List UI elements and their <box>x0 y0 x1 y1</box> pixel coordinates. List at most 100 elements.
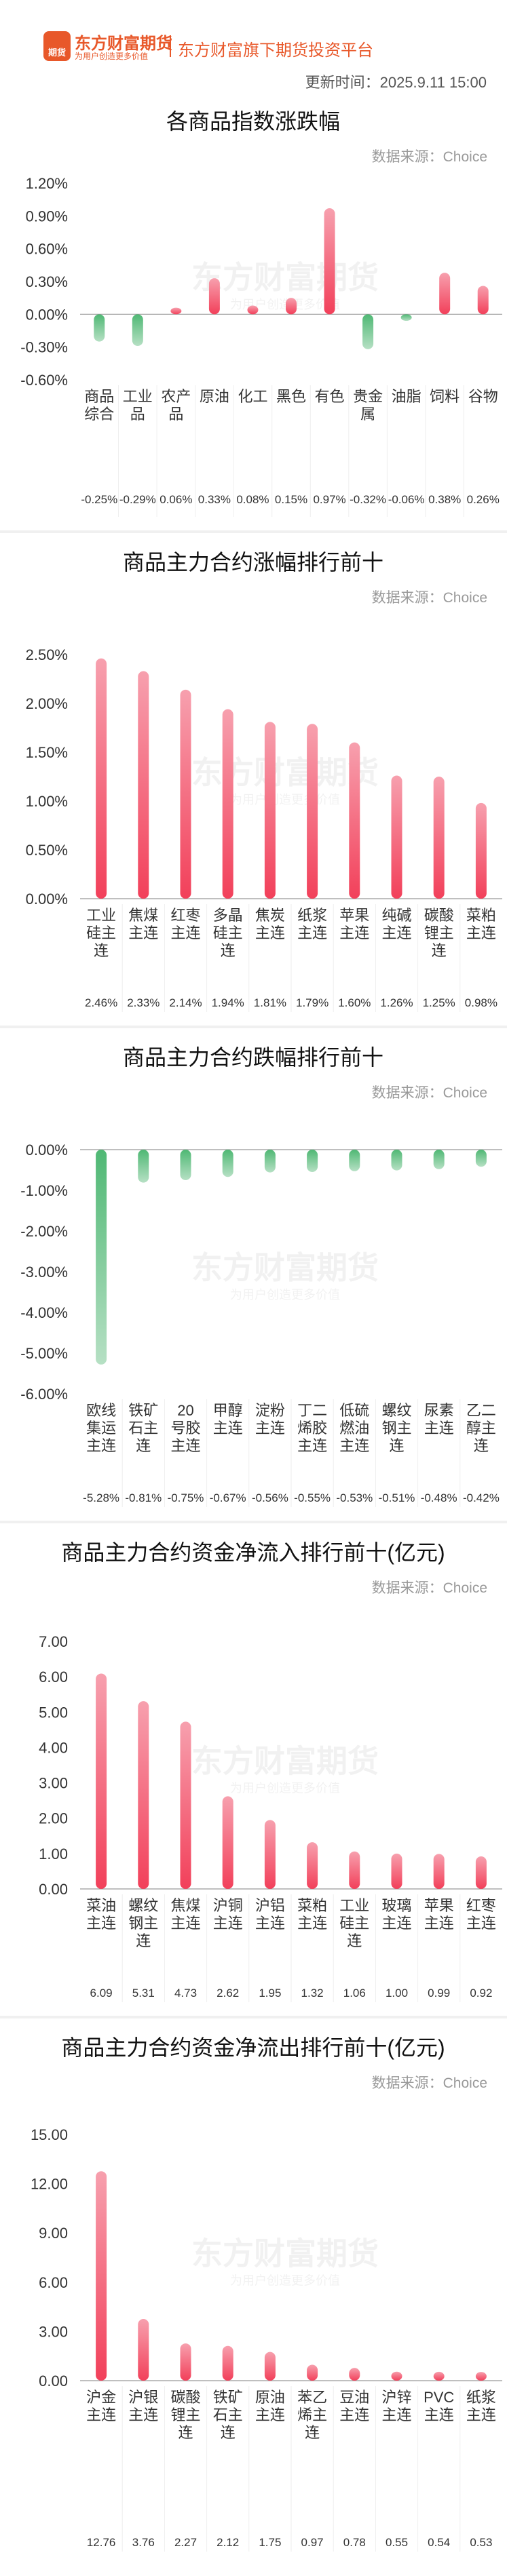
bar-铁矿石主连 <box>222 2345 233 2381</box>
category-label: 丁二烯胶主连 <box>297 1402 327 1454</box>
y-tick-label: 0.00% <box>26 306 68 323</box>
bar-铁矿石主连 <box>138 1150 149 1183</box>
y-tick-label: 0.00 <box>39 1881 68 1898</box>
y-tick-label: 0.90% <box>26 208 68 225</box>
chart-source: 数据来源：Choice <box>372 1580 487 1596</box>
chart-svg-inflow: 商品主力合约资金净流入排行前十(亿元) 数据来源：Choice 东方财富期货为用户创… <box>39 1540 502 2002</box>
bar-红枣主连 <box>180 689 191 899</box>
y-tick-label: 2.50% <box>26 646 68 663</box>
category-label: 工业品 <box>123 388 153 423</box>
chart-title: 各商品指数涨跌幅 <box>166 109 340 134</box>
bar-贵金属 <box>362 314 374 349</box>
value-label: 0.78 <box>343 2536 366 2549</box>
value-label: 12.76 <box>87 2536 116 2549</box>
value-label: 0.06% <box>159 493 192 506</box>
bar-焦炭主连 <box>264 722 276 899</box>
category-label: 尿素主连 <box>424 1402 454 1437</box>
y-tick-label: 15.00 <box>31 2126 68 2143</box>
category-label: 碳酸锂主连 <box>424 907 454 959</box>
value-label: 0.54 <box>428 2536 450 2549</box>
value-label: 0.33% <box>198 493 231 506</box>
value-label: 0.26% <box>467 493 500 506</box>
category-label: 低硫燃油主连 <box>339 1402 369 1454</box>
y-tick-label: 3.00 <box>39 1775 68 1792</box>
y-tick-label: 12.00 <box>31 2176 68 2193</box>
y-tick-label: 1.00 <box>39 1846 68 1862</box>
watermark: 东方财富期货 <box>191 2237 379 2271</box>
chart-svg-gainers: 商品主力合约涨幅排行前十数据来源：Choice东方财富期货为用户创造更多价值2.… <box>26 550 502 1012</box>
value-label: 0.15% <box>275 493 307 506</box>
value-label: -0.56% <box>252 1491 288 1504</box>
platform-name: 东方财富旗下期货投资平台 <box>178 41 373 60</box>
y-tick-label: 3.00 <box>39 2323 68 2340</box>
value-label: -0.67% <box>210 1491 246 1504</box>
bar-欧线集运主连 <box>96 1150 107 1365</box>
category-label: 铁矿石主连 <box>213 2389 243 2441</box>
bar-工业硅主连 <box>349 1851 360 1889</box>
y-tick-label: 1.50% <box>26 744 68 761</box>
value-label: 3.76 <box>132 2536 155 2549</box>
bar-螺纹钢主连 <box>138 1701 149 1889</box>
bar-乙二醇主连 <box>475 1150 487 1167</box>
category-label: 商品综合 <box>84 388 114 423</box>
category-label: 螺纹钢主连 <box>128 1897 158 1949</box>
category-label: 纸浆主连 <box>466 2389 496 2423</box>
category-label: 乙二醇主连 <box>466 1402 496 1454</box>
chart-index-change: 各商品指数涨跌幅 数据来源：Choice 东方财富期货 为用户创造更多价值 1.20% 0… <box>0 95 507 529</box>
value-label: 0.98% <box>465 996 497 1009</box>
value-label: 4.73 <box>174 1987 197 1999</box>
bar-豆油主连 <box>349 2368 360 2381</box>
category-label: 农产品 <box>161 388 191 423</box>
chart-source: 数据来源：Choice <box>372 2075 487 2091</box>
value-label: -5.28% <box>83 1491 119 1504</box>
y-tick-label: 2.00% <box>26 695 68 712</box>
chart-losers: 商品主力合约跌幅排行前十 数据来源：Choice 东方财富期货 为用户创造更多价值 0.… <box>0 1031 507 1519</box>
value-label: -0.48% <box>421 1491 457 1504</box>
value-label: 0.08% <box>236 493 269 506</box>
y-tick-label: 6.00 <box>39 2274 68 2291</box>
y-tick-label: 0.00 <box>39 2373 68 2389</box>
y-tick-label: 0.00% <box>26 891 68 908</box>
value-label: -0.55% <box>294 1491 331 1504</box>
bar-苹果主连 <box>433 1854 445 1889</box>
bar-纯碱主连 <box>391 775 402 899</box>
bar-原油主连 <box>264 2351 276 2381</box>
y-tick-label: 0.30% <box>26 273 68 290</box>
y-tick-label: 0.00% <box>26 1141 68 1158</box>
value-label: 0.92 <box>470 1987 492 1999</box>
category-label: 工业硅主连 <box>339 1897 369 1949</box>
update-time: 更新时间：2025.9.11 15:00 <box>305 74 487 91</box>
value-label: -0.06% <box>388 493 425 506</box>
value-label: 2.33% <box>127 996 159 1009</box>
value-label: 1.06 <box>343 1987 366 1999</box>
bar-20号胶主连 <box>180 1150 191 1180</box>
category-label: 玻璃主连 <box>381 1897 411 1932</box>
value-label: -0.32% <box>350 493 386 506</box>
chart-divider <box>0 1521 507 1523</box>
category-label: PVC 主连 <box>424 2389 454 2423</box>
bar-沪锌主连 <box>391 2371 402 2381</box>
category-label: 菜油主连 <box>86 1897 116 1932</box>
category-label: 沪铜主连 <box>213 1897 243 1932</box>
category-label: 苹果主连 <box>339 907 369 941</box>
chart-title: 商品主力合约涨幅排行前十 <box>123 550 383 574</box>
value-label: 2.46% <box>85 996 117 1009</box>
bar-工业品 <box>132 314 143 347</box>
value-label: -0.42% <box>463 1491 500 1504</box>
value-label: -0.51% <box>379 1491 415 1504</box>
bar-菜粕主连 <box>475 802 487 899</box>
value-label: -0.81% <box>125 1491 162 1504</box>
logo-divider <box>170 35 171 57</box>
value-label: 1.00 <box>386 1987 408 1999</box>
y-tick-label: 5.00 <box>39 1704 68 1721</box>
category-label: 油脂 <box>392 388 421 405</box>
category-label: 化工 <box>238 388 267 405</box>
chart-source: 数据来源：Choice <box>372 590 487 606</box>
category-label: 菜粕主连 <box>297 1897 327 1932</box>
y-tick-label: -1.00% <box>20 1182 68 1199</box>
bar-淀粉主连 <box>264 1150 276 1173</box>
y-tick-label: 7.00 <box>39 1633 68 1650</box>
chart-inflow: 商品主力合约资金净流入排行前十(亿元) 数据来源：Choice 东方财富期货 为用户创… <box>0 1526 507 2014</box>
bar-丁二烯胶主连 <box>307 1150 318 1172</box>
watermark-sub: 为用户创造更多价值 <box>230 793 340 806</box>
